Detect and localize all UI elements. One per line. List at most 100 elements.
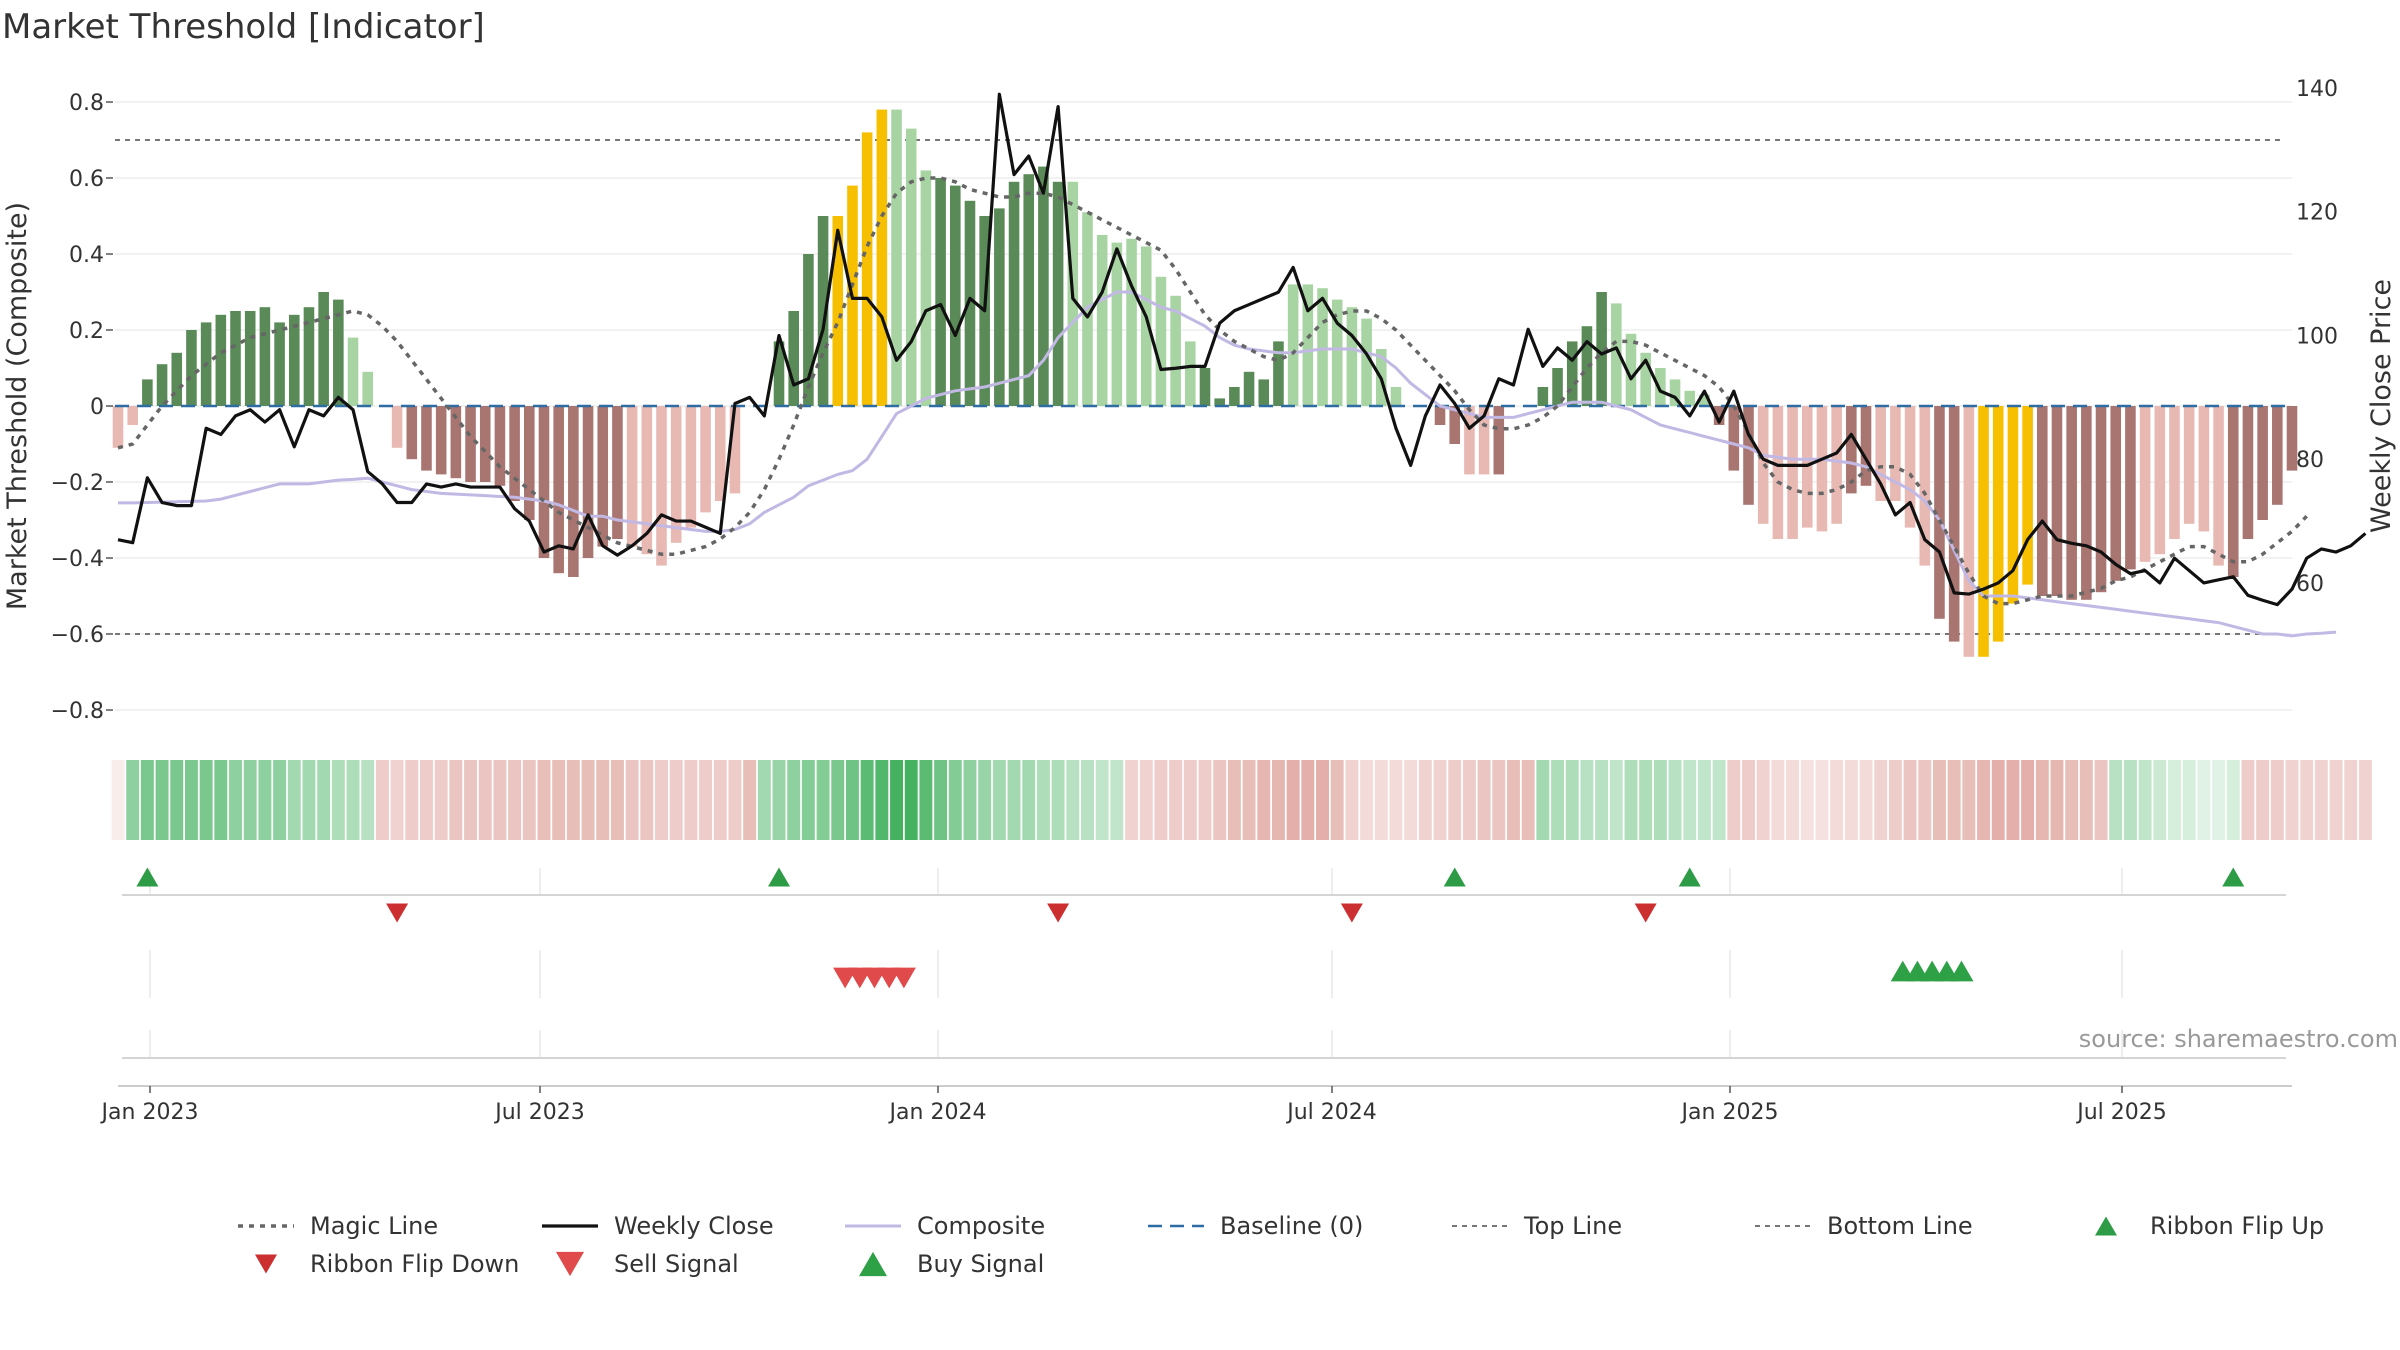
- ribbon-cell: [1022, 760, 1036, 840]
- ribbon-cell: [757, 760, 771, 840]
- y2-tick-label: 100: [2296, 324, 2338, 349]
- ribbon-cell: [302, 760, 316, 840]
- ribbon-cell: [390, 760, 404, 840]
- ribbon-cell: [1830, 760, 1844, 840]
- ribbon-cell: [2065, 760, 2079, 840]
- threshold-bar: [465, 406, 476, 482]
- ribbon-cell: [287, 760, 301, 840]
- threshold-bar: [1170, 295, 1181, 406]
- ribbon-cell: [2329, 760, 2343, 840]
- threshold-bar: [2095, 406, 2107, 593]
- threshold-bar: [215, 314, 227, 406]
- legend-label: Baseline (0): [1220, 1212, 1363, 1240]
- y2-axis-label: Weekly Close Price: [2366, 279, 2397, 533]
- ribbon-cell: [1492, 760, 1506, 840]
- ribbon-cell: [919, 760, 933, 840]
- threshold-bar: [1978, 406, 1989, 657]
- y2-tick-label: 60: [2296, 572, 2324, 597]
- threshold-bar: [2286, 406, 2298, 471]
- threshold-bar: [949, 185, 961, 406]
- ribbon-cell: [2138, 760, 2152, 840]
- ribbon-cell: [1712, 760, 1726, 840]
- ribbon-cell: [1154, 760, 1168, 840]
- ribbon-cell: [1330, 760, 1344, 840]
- threshold-bar: [2242, 406, 2254, 539]
- ribbon-cell: [713, 760, 727, 840]
- threshold-bar: [1581, 326, 1593, 406]
- threshold-bar: [1713, 406, 1725, 425]
- threshold-bar: [1038, 166, 1049, 406]
- threshold-bar: [333, 299, 344, 406]
- ribbon-cell: [1859, 760, 1873, 840]
- threshold-bar: [626, 406, 638, 547]
- ribbon-cell: [934, 760, 948, 840]
- ribbon-cell: [1036, 760, 1050, 840]
- ribbon-flip-down-marker: [1047, 903, 1070, 923]
- ribbon-cell: [420, 760, 433, 840]
- ribbon-cell: [155, 760, 169, 840]
- threshold-bar: [1302, 284, 1314, 406]
- ribbon-cell: [1213, 760, 1227, 840]
- threshold-bar: [1684, 390, 1696, 406]
- threshold-bar: [1890, 406, 1901, 501]
- signal-panels: [118, 868, 2292, 1087]
- y-tick-label: −0.2: [51, 471, 104, 496]
- buy-signal-marker: [1949, 960, 1974, 982]
- ribbon-cell: [2109, 760, 2123, 840]
- ribbon-cell: [405, 760, 419, 840]
- threshold-bar: [1346, 307, 1358, 406]
- threshold-bar: [288, 314, 300, 406]
- ribbon-cell: [1551, 760, 1565, 840]
- threshold-bar: [1096, 235, 1108, 406]
- ribbon-cell: [170, 760, 184, 840]
- threshold-bar: [1566, 341, 1578, 406]
- legend-swatch: [859, 1251, 887, 1277]
- ribbon-flip-down-marker: [386, 903, 409, 923]
- threshold-bar: [479, 406, 491, 482]
- threshold-bar: [186, 330, 197, 406]
- right-axis-ticks: 140 120 100 80 60: [2296, 77, 2338, 597]
- ribbon-cell: [1198, 760, 1212, 840]
- ribbon-cell: [978, 760, 992, 840]
- ribbon-cell: [1888, 760, 1902, 840]
- ribbon-cell: [434, 760, 448, 840]
- y-tick-label: 0.2: [69, 319, 104, 344]
- threshold-bar: [994, 208, 1005, 406]
- ribbon-cell: [596, 760, 610, 840]
- threshold-bar: [1669, 379, 1681, 406]
- ribbon-cell: [1183, 760, 1197, 840]
- legend-item: Magic Line: [238, 1212, 438, 1240]
- ribbon-cell: [772, 760, 786, 840]
- ribbon-cell: [1683, 760, 1697, 840]
- ribbon-cell: [684, 760, 698, 840]
- threshold-bar: [714, 406, 726, 501]
- threshold-bar: [817, 216, 829, 406]
- ribbon-cell: [1051, 760, 1065, 840]
- threshold-bar: [832, 216, 844, 406]
- ribbon-cell: [2241, 760, 2255, 840]
- ribbon-cell: [1448, 760, 1462, 840]
- legend-item: Ribbon Flip Down: [255, 1250, 519, 1278]
- ribbon-cell: [537, 760, 551, 840]
- ribbon-cell: [1653, 760, 1667, 840]
- threshold-bar: [2257, 406, 2268, 520]
- threshold-bar: [2066, 406, 2077, 600]
- ribbon-cell: [1066, 760, 1080, 840]
- ribbon-cell: [214, 760, 228, 840]
- ribbon-cell: [1756, 760, 1770, 840]
- ribbon-cell: [375, 760, 389, 840]
- ribbon-cell: [669, 760, 683, 840]
- threshold-bar: [935, 178, 946, 406]
- ribbon-cell: [2153, 760, 2167, 840]
- threshold-bar: [142, 379, 153, 406]
- threshold-bar: [1831, 406, 1842, 524]
- left-axis-ticks: 0.8 0.6 0.4 0.2 0 −0.2 −0.4 −0.6 −0.8: [51, 91, 113, 724]
- ribbon-cell: [1389, 760, 1403, 840]
- ribbon-cell: [1418, 760, 1432, 840]
- ribbon-cell: [1991, 760, 2005, 840]
- ribbon-cell: [2035, 760, 2049, 840]
- weekly-close-line: [117, 92, 2367, 607]
- ribbon-cell: [1697, 760, 1711, 840]
- y-tick-label: 0.8: [69, 91, 104, 116]
- threshold-bar: [597, 406, 609, 547]
